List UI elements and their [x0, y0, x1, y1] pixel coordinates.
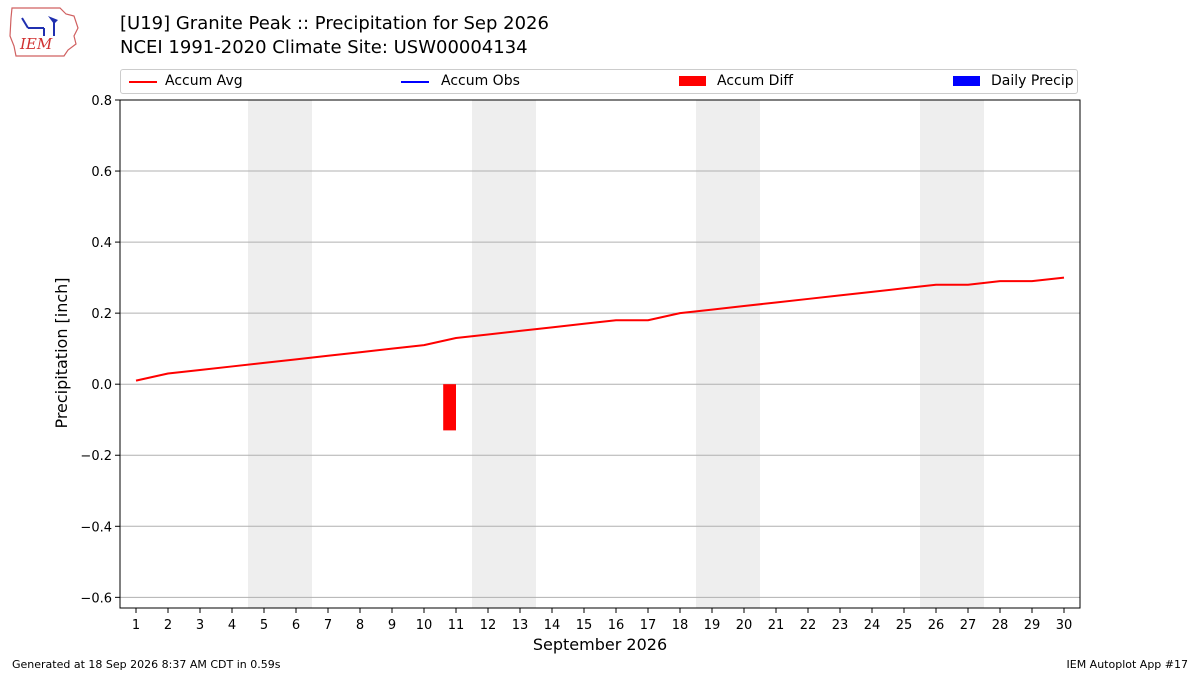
- legend-swatch-accum-diff: [679, 76, 706, 86]
- footer-generated: Generated at 18 Sep 2026 8:37 AM CDT in …: [12, 658, 281, 671]
- diff-bar-0: [443, 384, 456, 431]
- y-tick-label-2: −0.2: [80, 449, 112, 464]
- x-tick-label-1: 2: [164, 618, 172, 633]
- weekend-band-3: [920, 100, 984, 608]
- weekend-band-1: [472, 100, 536, 608]
- avg-line-layer: [135, 276, 1065, 382]
- legend-label-accum-diff: Accum Diff: [717, 73, 794, 89]
- legend-label-accum-avg: Accum Avg: [165, 73, 243, 89]
- x-tick-label-18: 19: [704, 618, 721, 633]
- x-tick-label-16: 17: [640, 618, 657, 633]
- series-line-accum-avg: [135, 276, 1065, 382]
- x-tick-label-4: 5: [260, 618, 268, 633]
- x-tick-label-5: 6: [292, 618, 300, 633]
- weekend-shading: [248, 100, 984, 608]
- x-tick-label-0: 1: [132, 618, 140, 633]
- x-tick-label-21: 22: [800, 618, 817, 633]
- weekend-band-2: [696, 100, 760, 608]
- x-tick-label-8: 9: [388, 618, 396, 633]
- axes: −0.6−0.4−0.20.00.20.40.60.81 2 3 4 5 6 7 8 9 10 11…: [80, 94, 1081, 633]
- y-tick-label-0: −0.6: [80, 591, 112, 606]
- x-tick-label-3: 4: [228, 618, 236, 633]
- x-tick-label-28: 29: [1024, 618, 1041, 633]
- iem-logo: IEM: [9, 7, 79, 57]
- x-tick-label-20: 21: [768, 618, 785, 633]
- x-tick-label-27: 28: [992, 618, 1009, 633]
- x-tick-label-7: 8: [356, 618, 364, 633]
- x-tick-label-10: 11: [448, 618, 465, 633]
- x-tick-label-17: 18: [672, 618, 689, 633]
- x-tick-label-22: 23: [832, 618, 849, 633]
- x-tick-label-26: 27: [960, 618, 977, 633]
- y-axis-label: Precipitation [inch]: [52, 277, 71, 428]
- y-tick-label-1: −0.4: [80, 520, 112, 535]
- y-tick-label-6: 0.6: [91, 165, 112, 180]
- plot-frame: [119, 99, 1081, 609]
- x-tick-label-29: 30: [1056, 618, 1073, 633]
- legend: Accum Avg Accum Obs Accum Diff Daily Pre…: [120, 69, 1078, 94]
- x-tick-label-13: 14: [544, 618, 561, 633]
- y-tick-label-4: 0.2: [91, 307, 112, 322]
- x-tick-label-12: 13: [512, 618, 529, 633]
- x-tick-label-23: 24: [864, 618, 881, 633]
- x-tick-label-2: 3: [196, 618, 204, 633]
- weekend-band-0: [248, 100, 312, 608]
- chart-title: [U19] Granite Peak :: Precipitation for …: [120, 13, 549, 34]
- legend-swatch-daily-precip: [953, 76, 980, 86]
- x-tick-label-11: 12: [480, 618, 497, 633]
- grid-lines: [120, 99, 1080, 598]
- logo-text: IEM: [19, 35, 53, 53]
- legend-swatch-accum-avg: [129, 81, 157, 83]
- y-tick-label-3: 0.0: [91, 378, 112, 393]
- diff-bars: [443, 384, 456, 431]
- x-tick-label-6: 7: [324, 618, 332, 633]
- legend-label-daily-precip: Daily Precip: [991, 73, 1074, 89]
- y-tick-label-7: 0.8: [91, 94, 112, 109]
- y-tick-label-5: 0.4: [91, 236, 112, 251]
- x-tick-label-15: 16: [608, 618, 625, 633]
- x-tick-label-9: 10: [416, 618, 433, 633]
- x-tick-label-24: 25: [896, 618, 913, 633]
- x-axis-label: September 2026: [533, 635, 667, 654]
- x-tick-label-19: 20: [736, 618, 753, 633]
- legend-label-accum-obs: Accum Obs: [441, 73, 520, 89]
- chart-subtitle: NCEI 1991-2020 Climate Site: USW00004134: [120, 37, 528, 58]
- x-tick-label-25: 26: [928, 618, 945, 633]
- x-tick-label-14: 15: [576, 618, 593, 633]
- footer-app: IEM Autoplot App #17: [1066, 658, 1189, 671]
- legend-swatch-accum-obs: [401, 81, 429, 83]
